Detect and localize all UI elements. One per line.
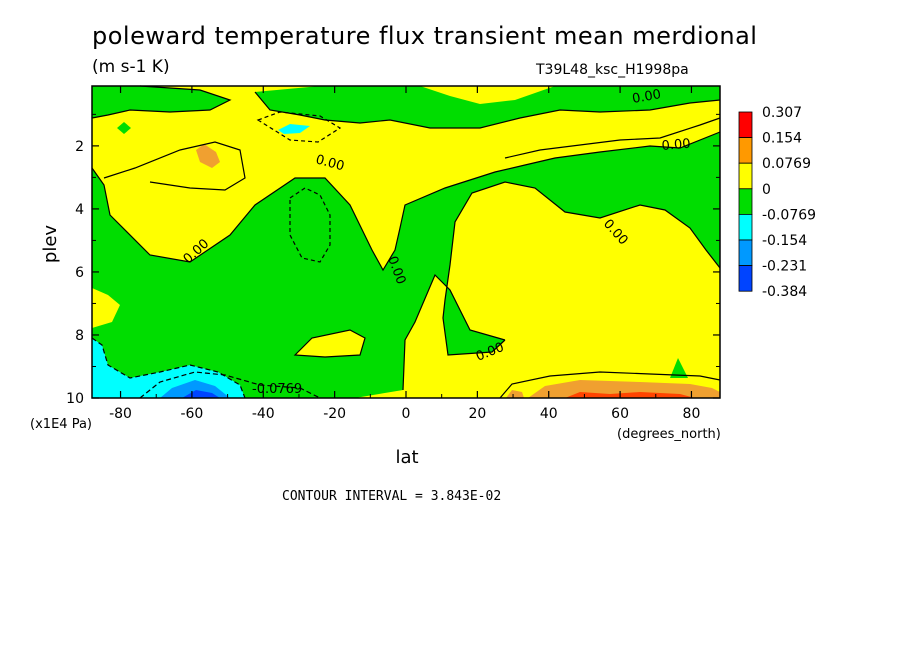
heatmap-fields xyxy=(92,86,720,398)
contour-pos-upper xyxy=(103,141,246,191)
colorbar-label: -0.231 xyxy=(762,259,807,275)
y-axis: 2 4 6 8 10 xyxy=(66,113,720,407)
colorbar-swatch xyxy=(738,213,753,241)
colorbar-label: -0.384 xyxy=(762,284,807,300)
colorbar-label: -0.0769 xyxy=(762,207,816,223)
contour-zero-east xyxy=(442,181,721,356)
colorbar-swatch xyxy=(738,137,753,164)
y-tick-label: 6 xyxy=(75,265,84,281)
field-negative-low-top xyxy=(255,86,720,128)
contour-neg-lowerleft xyxy=(91,337,246,399)
contour-neg-top xyxy=(256,111,342,143)
colorbar-label: -0.154 xyxy=(762,233,807,249)
contour-zero-mid xyxy=(402,273,506,391)
contour-neg-central xyxy=(289,187,331,263)
field-negative-low-topleft xyxy=(92,86,230,118)
chart-title: poleward temperature flux transient mean… xyxy=(92,22,758,50)
x-tick-label: 40 xyxy=(540,406,558,422)
y-tick-label: 8 xyxy=(75,328,84,344)
x-tick-label: -60 xyxy=(180,406,203,422)
x-axis-label: lat xyxy=(395,447,418,468)
field-positive-mid-lowerright xyxy=(528,380,720,398)
colorbar-swatch xyxy=(738,188,753,215)
field-negative-island-left xyxy=(117,122,131,134)
colorbar-label: 0.0769 xyxy=(762,156,811,172)
x-axis: -80 -60 -40 -20 0 20 40 60 80 xyxy=(109,86,700,422)
y-tick-label: 2 xyxy=(75,139,84,155)
x-tick-label: 0 xyxy=(402,406,411,422)
contour-zero-top xyxy=(254,91,721,129)
contour-zero-island xyxy=(293,329,366,358)
colorbar-swatch xyxy=(738,162,753,190)
y-units-label: (x1E4 Pa) xyxy=(30,417,92,432)
colorbar-swatch xyxy=(738,265,753,292)
colorbar-label: 0.154 xyxy=(762,131,802,147)
field-negative-low-west xyxy=(92,132,720,398)
y-tick-label: 4 xyxy=(75,202,84,218)
field-negative-mid-lowerleft xyxy=(92,338,245,398)
colorbar-label: 0.307 xyxy=(762,105,802,121)
y-tick-label: 10 xyxy=(66,391,84,407)
x-tick-label: -40 xyxy=(252,406,275,422)
chart-units: (m s-1 K) xyxy=(92,57,170,77)
field-positive-mid-lowerright-2 xyxy=(506,390,524,398)
contour-interval-note: CONTOUR INTERVAL = 3.843E-02 xyxy=(282,489,502,504)
contour-lines xyxy=(91,85,721,399)
dataset-label: T39L48_ksc_H1998pa xyxy=(536,62,689,78)
x-tick-label: 60 xyxy=(611,406,629,422)
field-positive-mid-upper xyxy=(196,144,220,168)
field-positive-island-1 xyxy=(295,330,365,357)
contour-pos-topright xyxy=(504,117,721,159)
field-positive-island-2 xyxy=(92,288,120,328)
contour-neg-lowerleft-2 xyxy=(139,371,321,399)
field-positive-high-lowerright xyxy=(565,392,695,398)
colorbar-swatch xyxy=(738,239,753,267)
contour-label: 0.00 xyxy=(314,152,346,174)
field-negative-mid-upper xyxy=(278,124,310,134)
x-units-label: (degrees_north) xyxy=(617,427,721,442)
colorbar-swatch xyxy=(738,111,753,139)
contour-label: 0.00 xyxy=(661,137,691,154)
y-axis-label: plev xyxy=(40,225,61,264)
contour-pos-lowerright xyxy=(499,371,721,399)
contour-label: 0.00 xyxy=(631,87,662,107)
colorbar-label: 0 xyxy=(762,182,771,198)
contour-zero-topleft xyxy=(91,85,232,119)
x-tick-label: -20 xyxy=(323,406,346,422)
x-tick-label: -80 xyxy=(109,406,132,422)
x-tick-label: 80 xyxy=(683,406,701,422)
field-negative-island-75n xyxy=(670,358,688,378)
contour-label: -0.0769 xyxy=(252,382,302,397)
x-tick-label: 20 xyxy=(468,406,486,422)
contour-zero-west xyxy=(91,131,721,272)
colorbar: 0.307 0.154 0.0769 0 -0.0769 -0.154 -0.231 -0.3… xyxy=(738,105,816,300)
